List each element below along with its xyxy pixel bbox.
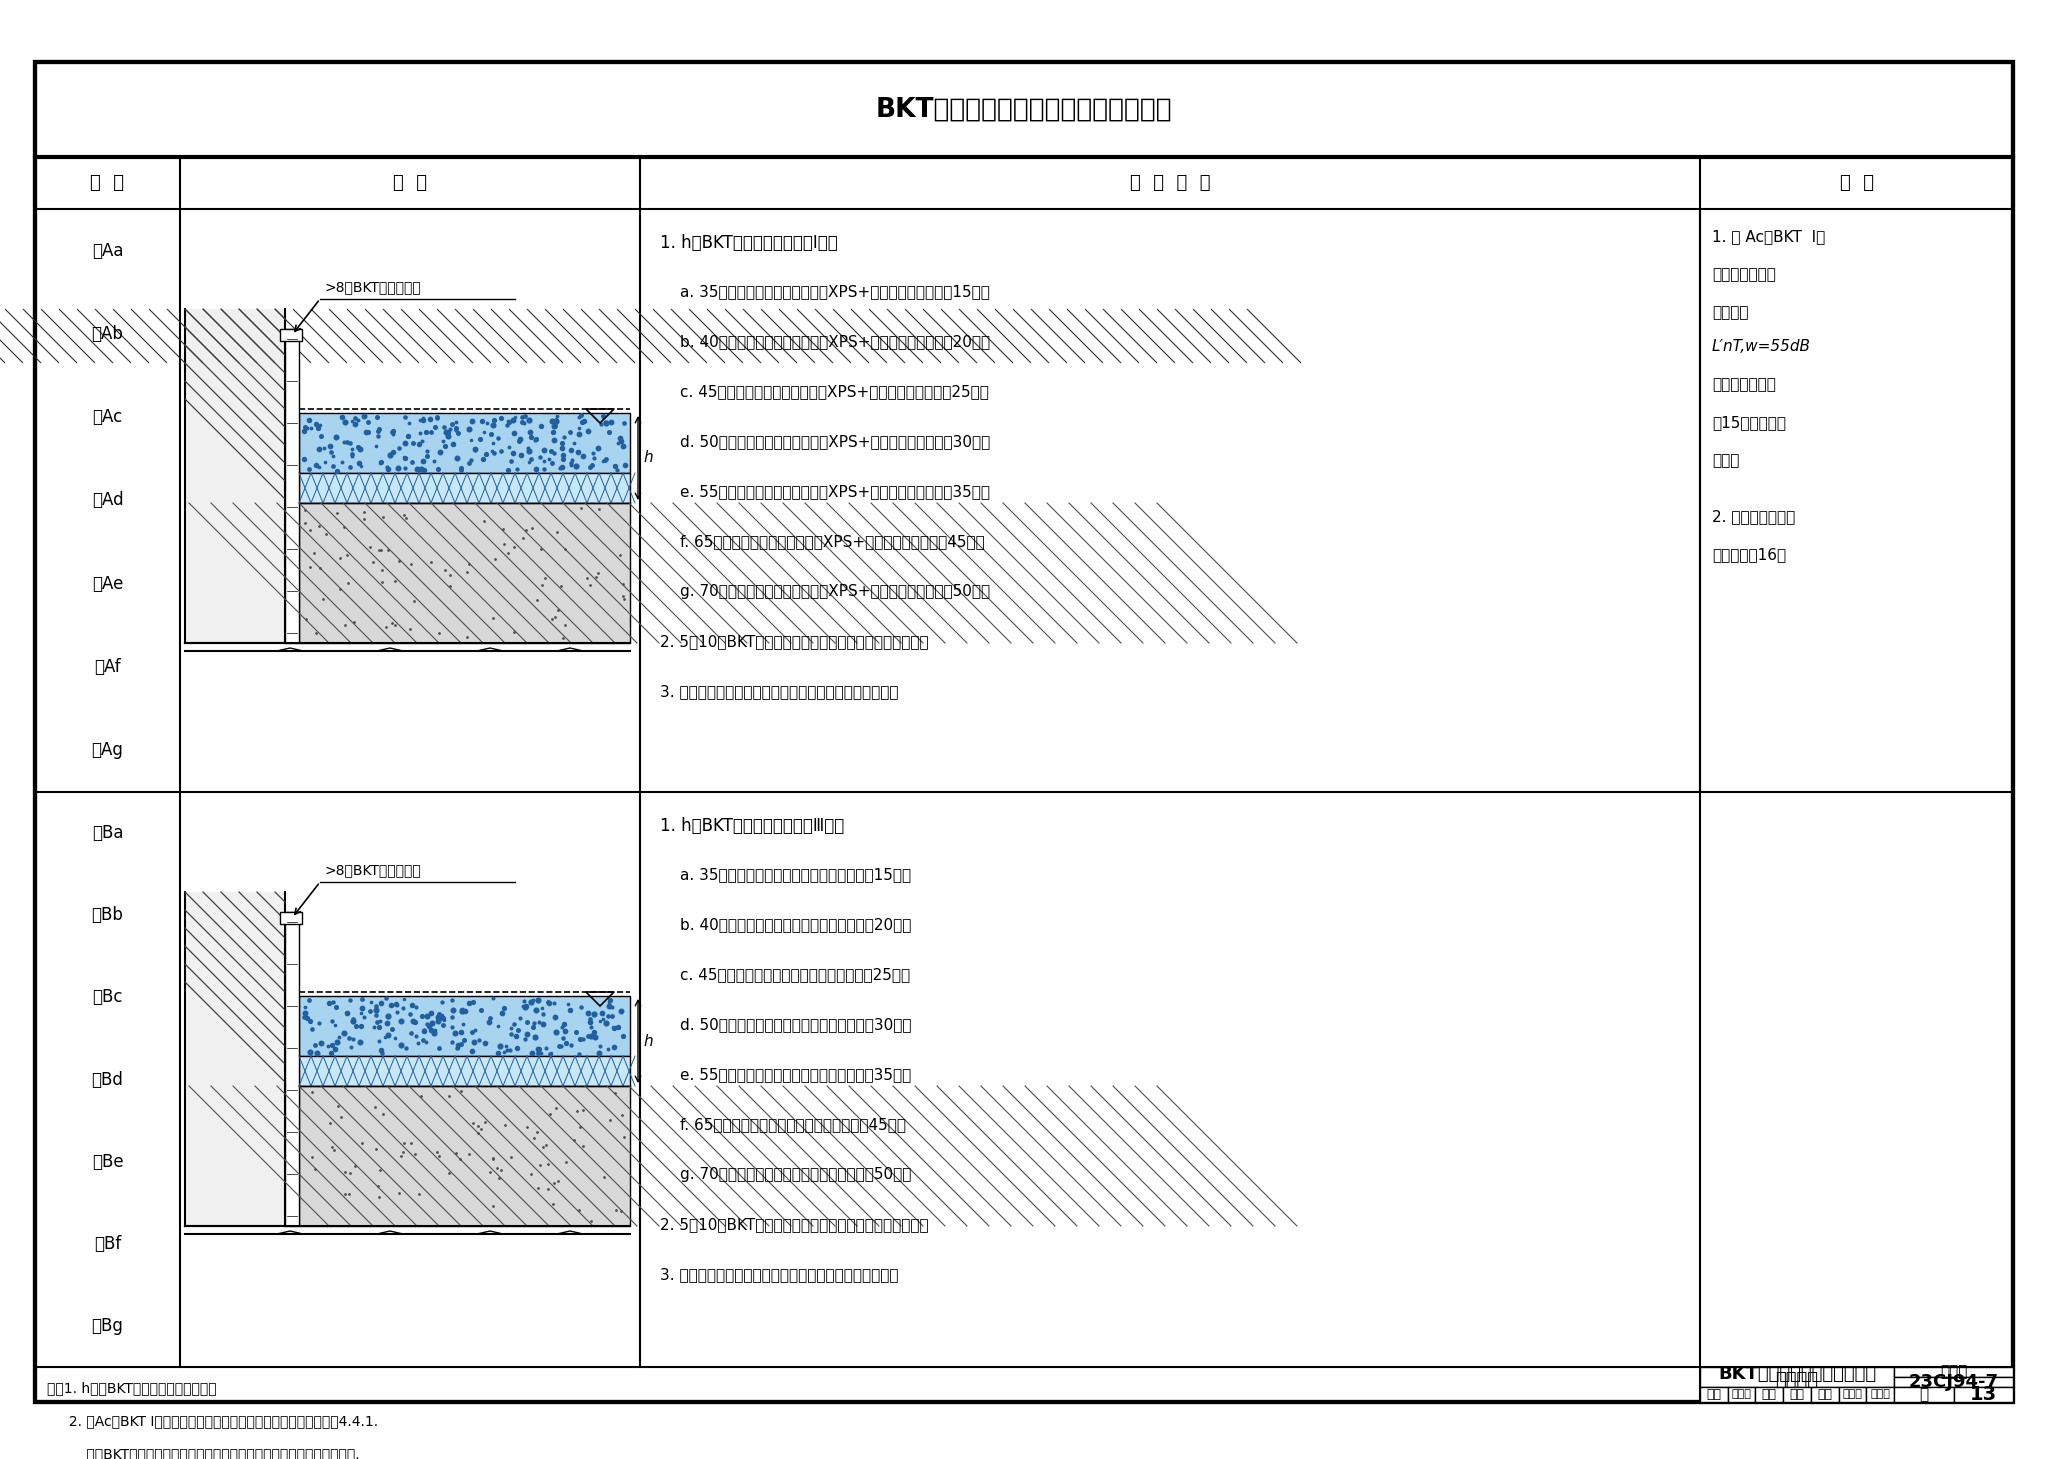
Text: 楼Bc: 楼Bc [92, 988, 123, 1007]
Text: b. 40厚（其中隔声保温芯材石墨XPS+交联聚乙烯发泡材料20厚）: b. 40厚（其中隔声保温芯材石墨XPS+交联聚乙烯发泡材料20厚） [680, 334, 989, 349]
Text: 23CJ94-7: 23CJ94-7 [1909, 1373, 1999, 1390]
Text: 2. 保温层传热系数: 2. 保温层传热系数 [1712, 509, 1796, 524]
Bar [1894, 1367, 2013, 1377]
Text: h: h [643, 1033, 653, 1049]
Text: BKT装配式隔声保温浮筑楼面构造做法: BKT装配式隔声保温浮筑楼面构造做法 [877, 96, 1171, 123]
Bar [281, 912, 301, 924]
Text: 楼Af: 楼Af [94, 658, 121, 676]
Text: 计算值见第16页: 计算值见第16页 [1712, 547, 1786, 562]
Text: 楼Ad: 楼Ad [92, 492, 123, 509]
Text: 楼Ac: 楼Ac [92, 409, 123, 426]
Text: 有15厚木地板面: 有15厚木地板面 [1712, 414, 1786, 430]
Bar [1729, 1388, 1755, 1402]
Bar [184, 891, 285, 1226]
Text: 2. 5～10厚BKT粘结调平砂浆或胶粘剂（见具体工程设计）: 2. 5～10厚BKT粘结调平砂浆或胶粘剂（见具体工程设计） [659, 1217, 928, 1231]
Text: 2. 5～10厚BKT粘结调平砂浆或胶粘剂（见具体工程设计）: 2. 5～10厚BKT粘结调平砂浆或胶粘剂（见具体工程设计） [659, 635, 928, 649]
Text: e. 55厚（其中隔声保温芯材无机聚苯复合板35厚）: e. 55厚（其中隔声保温芯材无机聚苯复合板35厚） [680, 1067, 911, 1083]
Text: d. 50厚（其中隔声保温芯材石墨XPS+交联聚乙烯发泡材料30厚）: d. 50厚（其中隔声保温芯材石墨XPS+交联聚乙烯发泡材料30厚） [680, 433, 991, 449]
Bar [1954, 1388, 2013, 1402]
Text: 13: 13 [1970, 1385, 1997, 1404]
Bar [184, 309, 285, 643]
Text: （检测建筑构造: （检测建筑构造 [1712, 376, 1776, 392]
Text: 图集号: 图集号 [1939, 1364, 1968, 1380]
Text: 吕文季: 吕文季 [1733, 1389, 1751, 1399]
Bar [285, 328, 299, 643]
Text: b. 40厚（其中隔声保温芯材无机聚苯复合板20厚）: b. 40厚（其中隔声保温芯材无机聚苯复合板20厚） [680, 918, 911, 932]
Text: BKT装配式隔声保温浮筑楼面: BKT装配式隔声保温浮筑楼面 [1718, 1366, 1876, 1383]
Text: e. 55厚（其中隔声保温芯材石墨XPS+交联聚乙烯发泡材料35厚）: e. 55厚（其中隔声保温芯材石墨XPS+交联聚乙烯发泡材料35厚） [680, 484, 989, 499]
Text: 楼Be: 楼Be [92, 1153, 123, 1170]
Bar [299, 996, 631, 1056]
Text: 构  造  做  法: 构 造 做 法 [1130, 174, 1210, 193]
Text: 1. h厚BKT隔声保温预制板（Ⅰ型）: 1. h厚BKT隔声保温预制板（Ⅰ型） [659, 233, 838, 252]
Bar [1866, 1388, 1894, 1402]
Bar [285, 912, 299, 1226]
Bar [184, 309, 285, 643]
Bar [1784, 1388, 1810, 1402]
Bar [1700, 1388, 1729, 1402]
Text: 楼Ba: 楼Ba [92, 824, 123, 842]
Bar [299, 503, 631, 643]
Text: 击声压级: 击声压级 [1712, 305, 1749, 320]
Text: 楼Bg: 楼Bg [92, 1317, 123, 1335]
Bar [1894, 1377, 2013, 1388]
Text: 页: 页 [1919, 1388, 1929, 1402]
Text: L′nT,w=55dB: L′nT,w=55dB [1712, 338, 1810, 355]
Text: 楼Bd: 楼Bd [92, 1071, 123, 1088]
Text: 审核: 审核 [1706, 1388, 1722, 1401]
Bar [299, 473, 631, 503]
Text: c. 45厚（其中隔声保温芯材无机聚苯复合板25厚）: c. 45厚（其中隔声保温芯材无机聚苯复合板25厚） [680, 967, 909, 982]
Text: 层）。: 层）。 [1712, 452, 1739, 468]
Bar [299, 1056, 631, 1085]
Text: 楼Bf: 楼Bf [94, 1234, 121, 1253]
Text: 1. h厚BKT隔声保温预制板（Ⅲ型）: 1. h厚BKT隔声保温预制板（Ⅲ型） [659, 817, 844, 835]
Text: 简  图: 简 图 [393, 174, 426, 193]
Text: 崔永康: 崔永康 [1843, 1389, 1862, 1399]
Bar [1810, 1388, 1839, 1402]
Text: 楼Bb: 楼Bb [92, 906, 123, 924]
Text: 1. 楼 Ac（BKT  Ⅰ）: 1. 楼 Ac（BKT Ⅰ） [1712, 229, 1825, 244]
Text: 李倩: 李倩 [1790, 1388, 1804, 1401]
Text: 楼Ae: 楼Ae [92, 575, 123, 592]
Text: 其他BKT隔声保温预制板的隔声性能参数应通过实验室或现场检测取得.: 其他BKT隔声保温预制板的隔声性能参数应通过实验室或现场检测取得. [47, 1447, 360, 1459]
Text: 楼Ag: 楼Ag [92, 741, 123, 759]
Text: a. 35厚（其中隔声保温芯材石墨XPS+交联聚乙烯发泡材料15厚）: a. 35厚（其中隔声保温芯材石墨XPS+交联聚乙烯发泡材料15厚） [680, 285, 989, 299]
Text: 校对: 校对 [1761, 1388, 1778, 1401]
Text: 楼Ab: 楼Ab [92, 325, 123, 343]
Text: a. 35厚（其中隔声保温芯材无机聚苯复合板15厚）: a. 35厚（其中隔声保温芯材无机聚苯复合板15厚） [680, 867, 911, 883]
Text: 崔咏康: 崔咏康 [1870, 1389, 1890, 1399]
Bar [299, 1085, 631, 1226]
Bar [1894, 1388, 1954, 1402]
Bar [299, 413, 631, 473]
Text: 编  号: 编 号 [90, 174, 125, 193]
Text: 注：1. h表示BKT隔声保温预制板厚度。: 注：1. h表示BKT隔声保温预制板厚度。 [47, 1382, 217, 1395]
Bar [281, 328, 301, 341]
Text: g. 70厚（其中隔声保温芯材石墨XPS+交联聚乙烯发泡材料50厚）: g. 70厚（其中隔声保温芯材石墨XPS+交联聚乙烯发泡材料50厚） [680, 584, 989, 600]
Text: h: h [643, 451, 653, 465]
Text: 构造做法: 构造做法 [1776, 1371, 1819, 1389]
Text: >8厚BKT竖向隔声片: >8厚BKT竖向隔声片 [326, 864, 422, 877]
Text: >8厚BKT竖向隔声片: >8厚BKT竖向隔声片 [326, 280, 422, 295]
Text: 3. 现浇钢筋混凝土楼板或预制楼板现浇叠合层，随搞随抹: 3. 现浇钢筋混凝土楼板或预制楼板现浇叠合层，随搞随抹 [659, 1266, 899, 1282]
Text: f. 65厚（其中隔声保温芯材无机聚苯复合板45厚）: f. 65厚（其中隔声保温芯材无机聚苯复合板45厚） [680, 1118, 905, 1132]
Text: g. 70厚（其中隔声保温芯材无机聚苯复合板50厚）: g. 70厚（其中隔声保温芯材无机聚苯复合板50厚） [680, 1167, 911, 1182]
Text: 附  注: 附 注 [1839, 174, 1874, 193]
Bar [1839, 1388, 1866, 1402]
Bar [1755, 1388, 1784, 1402]
Bar [1700, 1367, 1894, 1388]
Text: 2. 楼Ac（BKT Ⅰ）建筑构造隔声性能检验结论见本图集编制说明中4.4.1.: 2. 楼Ac（BKT Ⅰ）建筑构造隔声性能检验结论见本图集编制说明中4.4.1. [47, 1414, 379, 1428]
Text: c. 45厚（其中隔声保温芯材石墨XPS+交联聚乙烯发泡材料25厚）: c. 45厚（其中隔声保温芯材石墨XPS+交联聚乙烯发泡材料25厚） [680, 384, 989, 398]
Text: 的计权标准化撞: 的计权标准化撞 [1712, 267, 1776, 282]
Text: 3. 现浇钢筋混凝土楼板或预制楼板现浇叠合层，随搞随抹: 3. 现浇钢筋混凝土楼板或预制楼板现浇叠合层，随搞随抹 [659, 684, 899, 699]
Text: f. 65厚（其中隔声保温芯材石墨XPS+交联聚乙烯发泡材料45厚）: f. 65厚（其中隔声保温芯材石墨XPS+交联聚乙烯发泡材料45厚） [680, 534, 985, 549]
Text: 设计: 设计 [1817, 1388, 1833, 1401]
Text: d. 50厚（其中隔声保温芯材无机聚苯复合板30厚）: d. 50厚（其中隔声保温芯材无机聚苯复合板30厚） [680, 1017, 911, 1032]
Text: 楼Aa: 楼Aa [92, 242, 123, 260]
